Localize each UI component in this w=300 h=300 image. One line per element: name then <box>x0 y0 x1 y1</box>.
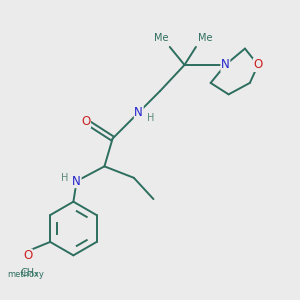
Text: N: N <box>221 58 230 71</box>
Text: H: H <box>147 113 154 123</box>
Text: H: H <box>61 173 68 183</box>
Text: methoxy: methoxy <box>8 270 44 279</box>
Text: O: O <box>254 58 262 71</box>
Text: Me: Me <box>198 33 212 43</box>
Text: N: N <box>72 175 81 188</box>
Text: O: O <box>23 249 32 262</box>
Text: N: N <box>134 106 143 119</box>
Text: Me: Me <box>154 33 168 43</box>
Text: O: O <box>81 115 90 128</box>
Text: CH₃: CH₃ <box>20 268 38 278</box>
